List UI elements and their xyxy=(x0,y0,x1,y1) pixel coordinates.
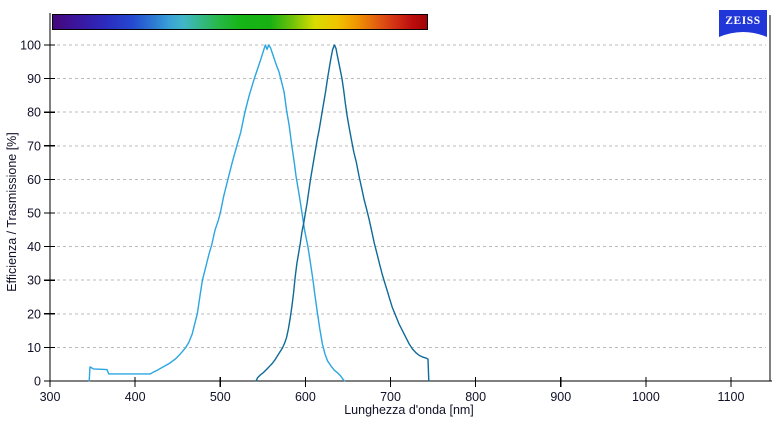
zeiss-logo-text: ZEISS xyxy=(725,15,761,27)
x-tick-label-500: 500 xyxy=(210,390,231,404)
x-tick-label-900: 900 xyxy=(550,390,571,404)
x-tick-label-400: 400 xyxy=(125,390,146,404)
x-tick-label-800: 800 xyxy=(465,390,486,404)
y-tick-label-100: 100 xyxy=(20,39,41,53)
y-tick-label-40: 40 xyxy=(27,240,41,254)
y-tick-label-90: 90 xyxy=(27,72,41,86)
y-tick-label-80: 80 xyxy=(27,106,41,120)
x-axis-title: Lunghezza d'onda [nm] xyxy=(344,403,474,417)
y-axis-title: Efficienza / Trasmissione [%] xyxy=(5,132,19,292)
y-tick-label-70: 70 xyxy=(27,139,41,153)
zeiss-logo-shape xyxy=(719,10,767,37)
y-tick-label-60: 60 xyxy=(27,173,41,187)
y-tick-label-10: 10 xyxy=(27,341,41,355)
zeiss-logo: ZEISS xyxy=(719,10,767,37)
wavelength-spectrum-bar xyxy=(52,14,428,30)
excitation-spectrum-curve xyxy=(88,44,346,382)
x-tick-label-600: 600 xyxy=(295,390,316,404)
y-tick-label-20: 20 xyxy=(27,307,41,321)
y-tick-label-0: 0 xyxy=(34,375,41,389)
x-tick-label-300: 300 xyxy=(40,390,61,404)
x-tick-label-1100: 1100 xyxy=(718,390,745,404)
x-tick-label-700: 700 xyxy=(380,390,401,404)
x-tick-label-1000: 1000 xyxy=(632,390,660,404)
y-tick-label-50: 50 xyxy=(27,207,41,221)
emission-spectrum-curve xyxy=(255,44,430,382)
y-tick-label-30: 30 xyxy=(27,274,41,288)
